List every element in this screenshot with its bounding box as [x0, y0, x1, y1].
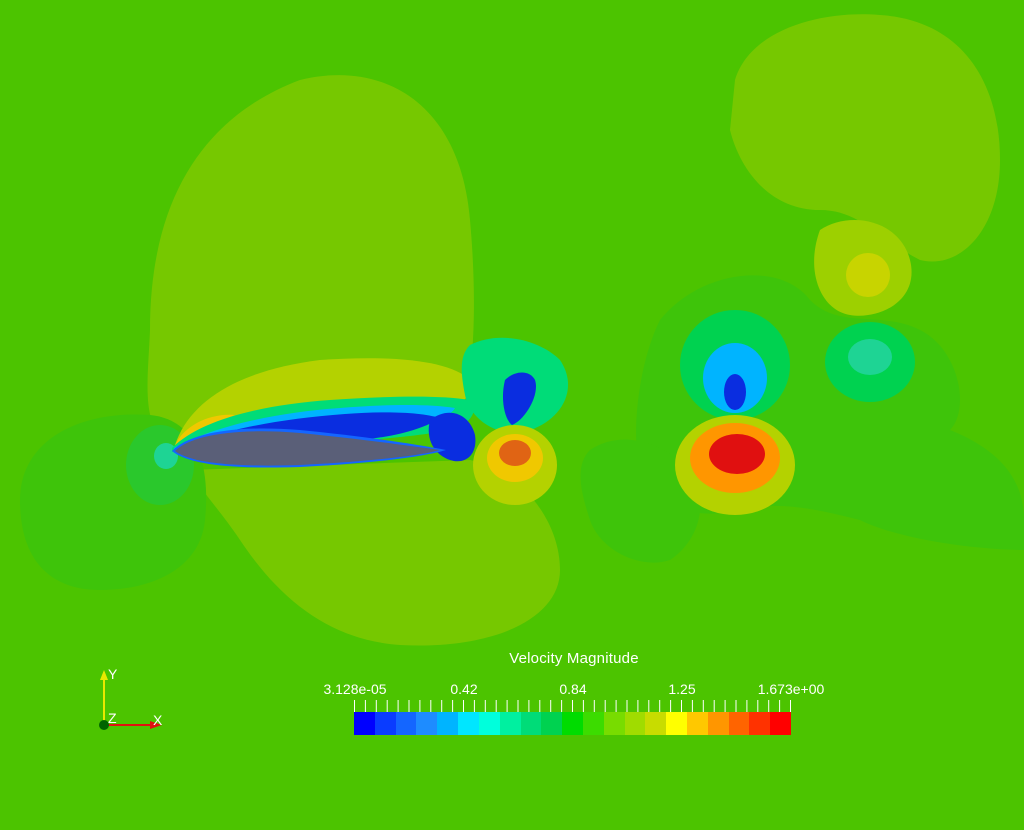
y-axis-label: Y: [108, 666, 118, 682]
legend-tick-max: 1.673e+00: [757, 681, 825, 697]
color-bar-segment: [645, 712, 667, 735]
color-bar-segment: [541, 712, 563, 735]
vortex-5-core: [848, 339, 892, 375]
y-axis-arrow: [100, 670, 108, 680]
vortex-4-core: [709, 434, 765, 474]
z-axis-label: Z: [108, 710, 117, 726]
color-bar-segment: [437, 712, 459, 735]
legend-title: Velocity Magnitude: [509, 650, 639, 667]
vortex-3-core: [724, 374, 746, 410]
color-bar-segment: [728, 712, 750, 735]
color-bar-segment: [499, 712, 521, 735]
color-bar-segment: [416, 712, 438, 735]
color-bar-segment: [603, 712, 625, 735]
color-bar-segment: [624, 712, 646, 735]
z-axis-marker: [99, 720, 109, 730]
legend-tick-min: 3.128e-05: [323, 681, 387, 697]
legend-tickmarks: [354, 700, 791, 712]
color-bar-segment: [354, 712, 375, 735]
yellow-spot: [846, 253, 890, 297]
color-bar-segment: [374, 712, 396, 735]
legend-tick-2: 0.42: [450, 681, 478, 697]
upper-left-lobe: [147, 75, 474, 441]
x-axis-label: X: [153, 712, 163, 728]
color-bar-segment: [458, 712, 479, 735]
color-bar-segment: [666, 712, 687, 735]
orientation-axes[interactable]: [90, 660, 180, 750]
upper-right-lobe: [730, 14, 1000, 262]
vortex-1-core: [502, 372, 536, 425]
vortex-2-core: [499, 440, 531, 466]
color-bar-segment: [520, 712, 542, 735]
color-bar-segment: [770, 712, 792, 735]
legend-tick-3: 0.84: [559, 681, 587, 697]
color-bar-segment: [395, 712, 417, 735]
color-bar-segment: [707, 712, 729, 735]
color-bar-segment: [687, 712, 708, 735]
lower-left-lobe: [190, 460, 560, 646]
legend-tick-4: 1.25: [668, 681, 696, 697]
color-bar-segment: [562, 712, 583, 735]
color-bar-segment: [478, 712, 500, 735]
color-bar: [354, 712, 792, 735]
color-bar-segment: [749, 712, 771, 735]
wake-green-lower: [580, 439, 701, 563]
color-bar-segment: [582, 712, 604, 735]
x-axis-arrow: [150, 721, 162, 729]
airfoil: [175, 431, 440, 466]
